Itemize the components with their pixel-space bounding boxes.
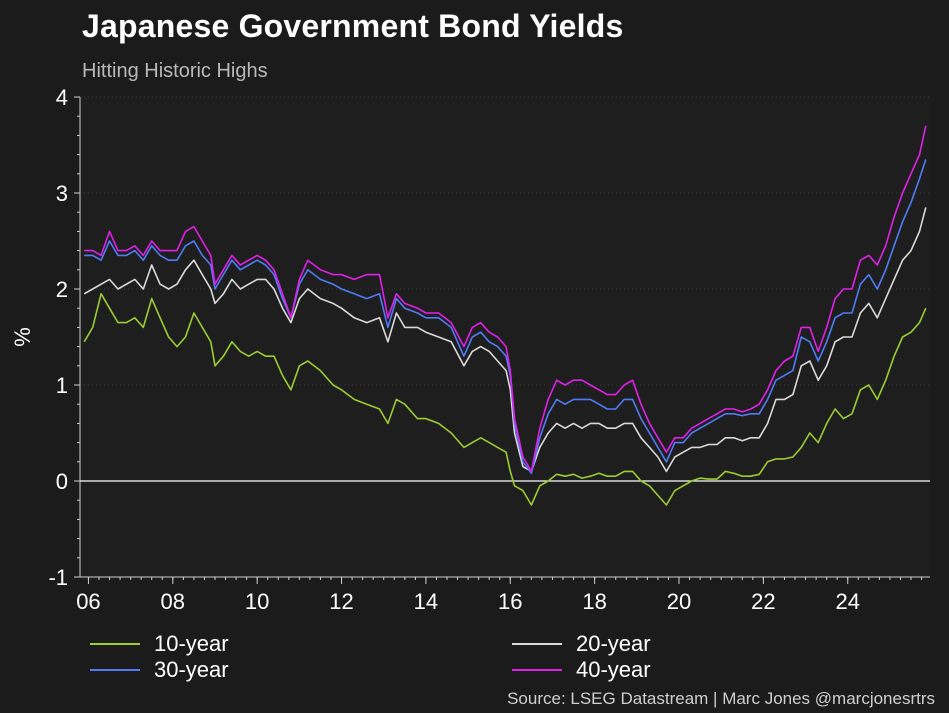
series-line-10-year [83, 293, 927, 506]
legend-label-40-year: 40-year [576, 657, 651, 682]
y-axis-label: % [10, 327, 35, 347]
y-tick-label: 0 [56, 469, 68, 494]
x-tick-label: 08 [161, 589, 185, 614]
legend-swatch-10-year [90, 643, 140, 645]
legend-item-40-year: 40-year [512, 657, 651, 683]
chart-subtitle: Hitting Historic Highs [82, 60, 268, 82]
y-tick-label: 2 [56, 277, 68, 302]
legend-label-10-year: 10-year [154, 631, 229, 656]
y-tick-label: 4 [56, 85, 68, 110]
y-tick-label: 3 [56, 181, 68, 206]
x-tick-label: 20 [667, 589, 691, 614]
x-tick-label: 10 [245, 589, 269, 614]
legend-label-20-year: 20-year [576, 631, 651, 656]
y-tick-label: -1 [48, 565, 68, 590]
series-line-20-year [83, 207, 927, 473]
x-tick-label: 16 [498, 589, 522, 614]
source-credit: Source: LSEG Datastream | Marc Jones @ma… [507, 689, 935, 708]
x-tick-label: 12 [329, 589, 353, 614]
series-line-30-year [84, 159, 927, 475]
series-line-40-year [84, 125, 927, 473]
x-tick-label: 24 [835, 589, 859, 614]
legend-item-30-year: 30-year [90, 657, 229, 683]
legend-swatch-20-year [512, 643, 562, 645]
x-tick-label: 14 [414, 589, 438, 614]
legend-item-10-year: 10-year [90, 631, 229, 657]
x-tick-label: 18 [582, 589, 606, 614]
x-tick-label: 22 [751, 589, 775, 614]
legend-item-20-year: 20-year [512, 631, 651, 657]
x-tick-label: 06 [76, 589, 100, 614]
legend-swatch-40-year [512, 669, 562, 671]
plot-area [80, 97, 930, 577]
legend-swatch-30-year [90, 669, 140, 671]
y-tick-label: 1 [56, 373, 68, 398]
legend-label-30-year: 30-year [154, 657, 229, 682]
chart-title: Japanese Government Bond Yields [82, 8, 624, 44]
